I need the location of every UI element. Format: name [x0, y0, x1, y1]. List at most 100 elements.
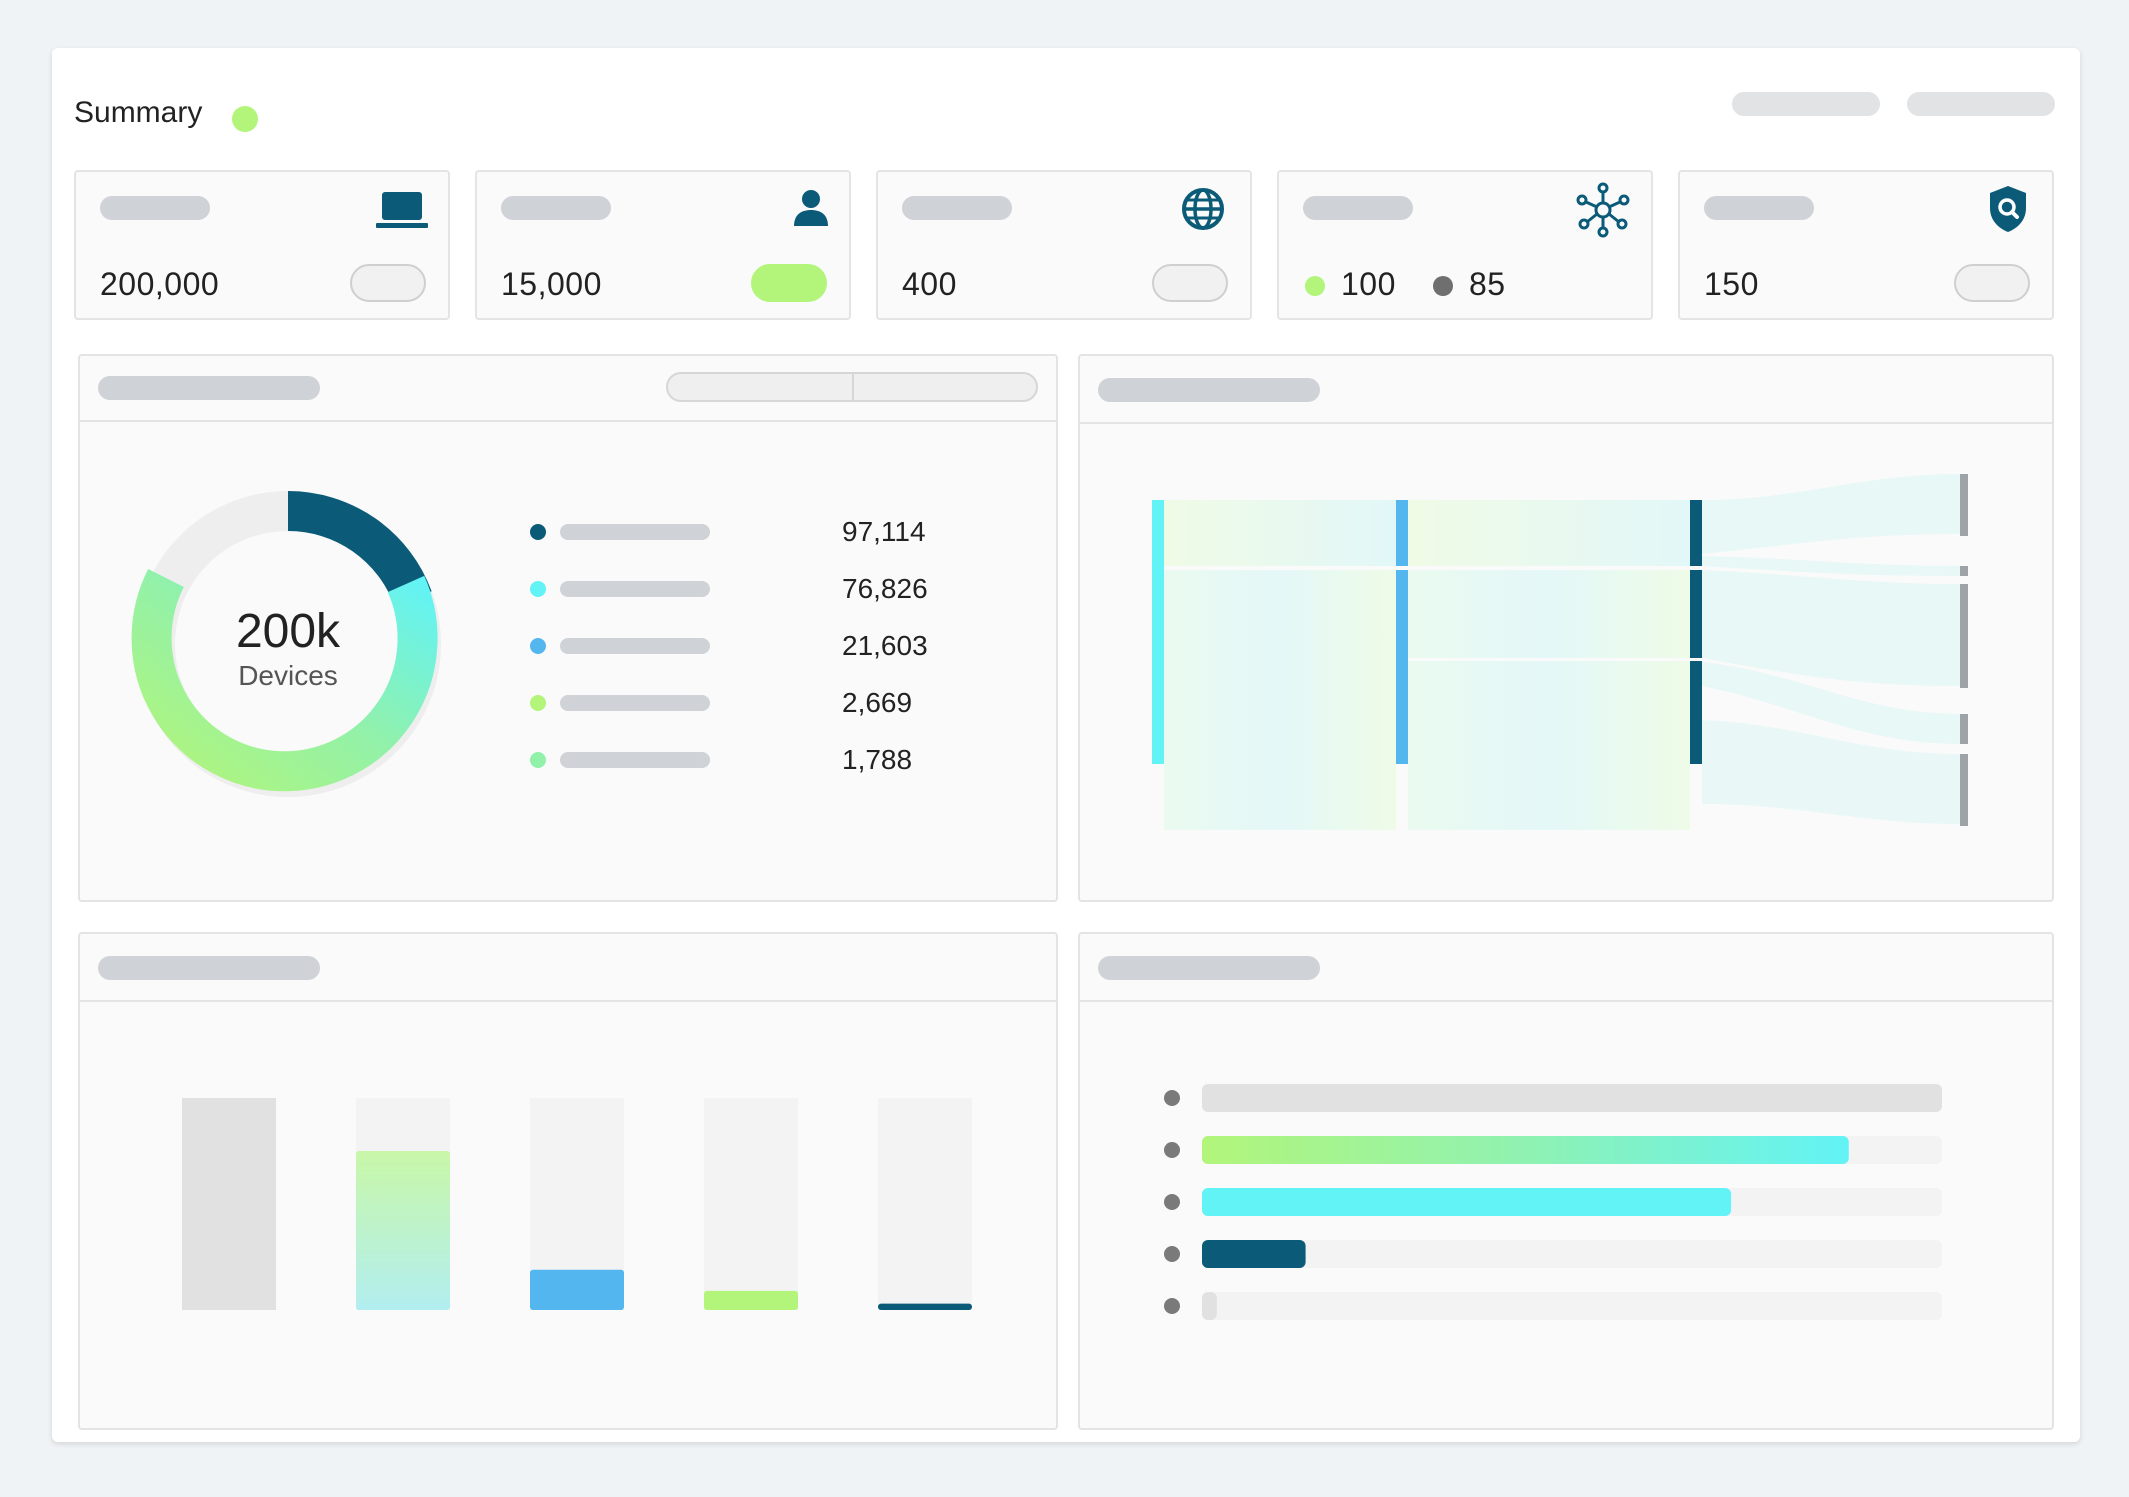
legend-dot-3 — [530, 638, 546, 654]
hbar-track — [1202, 1240, 1942, 1268]
bar-5[interactable] — [878, 1303, 972, 1310]
network-icon — [1576, 182, 1630, 238]
donut-chart — [131, 491, 441, 797]
vertical-bar-panel — [78, 932, 1058, 1430]
sankey-node[interactable] — [1396, 500, 1408, 566]
vertical-bar-chart — [182, 1098, 972, 1310]
sankey-node[interactable] — [1960, 754, 1968, 826]
user-icon — [794, 190, 828, 226]
panel-title-placeholder — [1098, 378, 1320, 402]
kpi-card-users[interactable]: 15,000 — [475, 170, 851, 320]
bar-track — [878, 1098, 972, 1310]
flow-panel — [1078, 354, 2054, 902]
donut-legend: 97,114 76,826 21,603 2,669 1,788 — [530, 516, 1010, 816]
kpi-value-online: 100 — [1341, 266, 1396, 302]
kpi-label-placeholder — [902, 196, 1012, 220]
legend-label-placeholder — [560, 638, 710, 654]
sankey-flow — [1702, 474, 1960, 554]
sankey-flow — [1408, 500, 1690, 566]
legend-value-1: 97,114 — [842, 516, 926, 547]
kpi-card-threats[interactable]: 150 — [1678, 170, 2054, 320]
hbar-2[interactable] — [1202, 1136, 1849, 1164]
panel-header — [80, 934, 1056, 1002]
sankey-flow — [1408, 570, 1690, 658]
donut-segment-2[interactable] — [131, 568, 438, 792]
segment-divider — [852, 374, 854, 400]
legend-label-placeholder — [560, 581, 710, 597]
hbar-4[interactable] — [1202, 1240, 1306, 1268]
segmented-control[interactable] — [666, 372, 1038, 402]
sankey-node[interactable] — [1960, 584, 1968, 688]
sankey-flow — [1164, 500, 1396, 566]
horizontal-bar-chart — [1164, 1084, 1942, 1320]
kpi-label-placeholder — [1303, 196, 1413, 220]
online-dot — [1305, 276, 1325, 296]
legend-value-3: 21,603 — [842, 630, 928, 661]
shield-search-icon — [1990, 186, 2026, 232]
sankey-flow — [1702, 720, 1960, 824]
donut-segment-1[interactable] — [135, 491, 441, 797]
header-action-button-2[interactable] — [1907, 92, 2055, 116]
sankey-node[interactable] — [1960, 566, 1968, 576]
kpi-label-placeholder — [501, 196, 611, 220]
sankey-node[interactable] — [1396, 570, 1408, 764]
panel-header — [1080, 356, 2052, 424]
horizontal-bar-panel — [1078, 932, 2054, 1430]
kpi-toggle[interactable] — [1152, 264, 1228, 302]
hbar-5[interactable] — [1202, 1292, 1217, 1320]
status-indicator — [232, 106, 258, 132]
bar-1[interactable] — [182, 1098, 276, 1310]
legend-value-5: 1,788 — [842, 744, 913, 775]
hbar-1[interactable] — [1202, 1084, 1942, 1112]
legend-dot-5 — [530, 752, 546, 768]
hbar-3[interactable] — [1202, 1188, 1732, 1216]
bar-3[interactable] — [530, 1269, 624, 1310]
header-action-button-1[interactable] — [1732, 92, 1880, 116]
legend-value-2: 76,826 — [842, 573, 928, 604]
dashboard-frame: Summary 200,000 15,000 400 — [52, 48, 2080, 1442]
bar-2[interactable] — [356, 1151, 450, 1310]
sankey-node[interactable] — [1690, 661, 1702, 764]
legend-dot-1 — [530, 524, 546, 540]
panel-header — [1080, 934, 2052, 1002]
kpi-label-placeholder — [1704, 196, 1814, 220]
panel-header — [80, 356, 1056, 422]
kpi-card-devices[interactable]: 200,000 — [74, 170, 450, 320]
offline-dot — [1433, 276, 1453, 296]
laptop-icon — [376, 192, 428, 228]
kpi-toggle[interactable] — [751, 264, 827, 302]
sankey-node[interactable] — [1960, 714, 1968, 744]
hbar-track — [1202, 1292, 1942, 1320]
kpi-value: 15,000 — [501, 266, 602, 302]
kpi-toggle[interactable] — [350, 264, 426, 302]
legend-label-placeholder — [560, 524, 710, 540]
kpi-value: 150 — [1704, 266, 1759, 302]
sankey-flow — [1702, 570, 1960, 686]
hbar-dot-1 — [1164, 1090, 1180, 1106]
globe-icon — [1182, 188, 1224, 230]
sankey-node[interactable] — [1152, 500, 1164, 764]
kpi-value: 400 — [902, 266, 957, 302]
device-distribution-panel: 200k Devices 97,114 76,826 21,603 2,669 … — [78, 354, 1058, 902]
bar-4[interactable] — [704, 1290, 798, 1310]
bar-track — [704, 1098, 798, 1310]
sankey-flow — [1164, 570, 1396, 830]
sankey-node[interactable] — [1960, 474, 1968, 536]
sankey-node[interactable] — [1690, 500, 1702, 566]
hbar-dot-5 — [1164, 1298, 1180, 1314]
hbar-dot-3 — [1164, 1194, 1180, 1210]
donut-center-value: 200k — [235, 605, 341, 658]
kpi-label-placeholder — [100, 196, 210, 220]
kpi-card-network[interactable]: 100 85 — [1277, 170, 1653, 320]
kpi-card-domains[interactable]: 400 — [876, 170, 1252, 320]
sankey-node[interactable] — [1690, 570, 1702, 658]
sankey-flow — [1702, 662, 1960, 744]
panel-title-placeholder — [98, 376, 320, 400]
legend-dot-2 — [530, 581, 546, 597]
legend-label-placeholder — [560, 695, 710, 711]
sankey-diagram — [1152, 474, 1968, 830]
panel-title-placeholder — [98, 956, 320, 980]
page-title: Summary — [74, 96, 203, 129]
donut-center-label: Devices — [238, 660, 338, 691]
kpi-toggle[interactable] — [1954, 264, 2030, 302]
